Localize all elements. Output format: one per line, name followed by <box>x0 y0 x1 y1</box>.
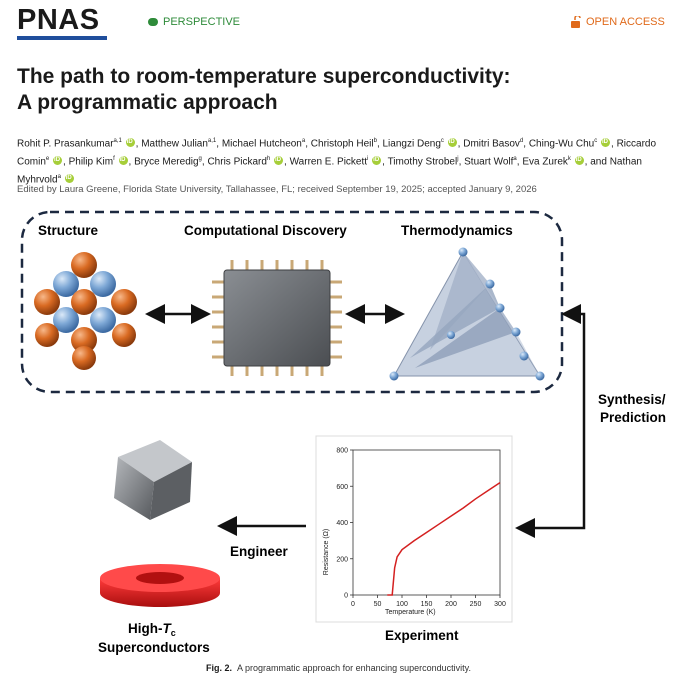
crystal-structure-icon <box>34 252 137 370</box>
label-high-tc: High-Tc <box>128 621 176 638</box>
chart-ylabel: Resistance (Ω) <box>323 529 330 575</box>
author-affiliation: a <box>513 155 517 162</box>
label-thermodynamics: Thermodynamics <box>401 223 513 238</box>
y-tick-label: 200 <box>336 556 348 563</box>
author-affiliation: g <box>198 155 202 162</box>
author-affiliation: h <box>266 155 271 162</box>
author-name[interactable]: Christoph Heil <box>310 138 374 150</box>
x-tick-label: 50 <box>374 601 382 608</box>
logo-underline <box>17 36 107 40</box>
author-name[interactable]: Riccardo Comin <box>17 138 657 168</box>
resistance-curve <box>387 482 501 596</box>
author-name[interactable]: Timothy Strobel <box>387 156 458 168</box>
figure-2: Structure Computational Discovery Thermo… <box>20 210 666 655</box>
label-prediction: Prediction <box>600 410 666 425</box>
caption-text: A programmatic approach for enhancing su… <box>237 663 471 673</box>
author-name[interactable]: Bryce Meredig <box>134 156 199 168</box>
open-access-badge[interactable]: OPEN ACCESS <box>570 16 665 28</box>
label-experiment: Experiment <box>385 628 459 643</box>
author-affiliation: b <box>373 138 377 144</box>
author-affiliation: c <box>440 138 444 144</box>
author-name[interactable]: Ching-Wu Chu <box>528 138 595 150</box>
orcid-icon[interactable] <box>574 156 584 166</box>
author-affiliation: a,1 <box>113 138 122 144</box>
open-lock-icon <box>571 16 581 28</box>
author-name[interactable]: Warren E. Pickett <box>289 156 368 168</box>
x-tick-label: 300 <box>494 601 506 608</box>
orcid-icon[interactable] <box>601 138 610 148</box>
author-affiliation: i <box>367 155 369 162</box>
label-superconductors: Superconductors <box>98 640 210 655</box>
article-title: The path to room-temperature superconduc… <box>17 64 667 116</box>
speech-bubble-icon <box>148 18 158 26</box>
orcid-icon[interactable] <box>274 156 284 166</box>
superconductor-disk-icon <box>100 564 220 607</box>
author-affiliation: a <box>57 173 61 180</box>
author-affiliation: j <box>457 155 459 162</box>
processor-chip-icon <box>212 260 342 376</box>
y-tick-label: 600 <box>336 484 348 491</box>
discovery-dashed-box <box>20 210 564 394</box>
caption-label: Fig. 2. <box>206 663 233 673</box>
cube-icon <box>114 440 192 520</box>
title-line-1: The path to room-temperature superconduc… <box>17 65 511 88</box>
chart-xlabel: Temperature (K) <box>385 609 436 616</box>
author-name[interactable]: Chris Pickard <box>207 156 267 168</box>
orcid-icon[interactable] <box>125 138 135 148</box>
author-name[interactable]: Philip Kim <box>68 156 114 168</box>
orcid-icon[interactable] <box>64 173 74 183</box>
author-name[interactable]: and Nathan Myhrvold <box>17 156 642 185</box>
y-tick-label: 400 <box>336 520 348 527</box>
x-tick-label: 0 <box>351 601 355 608</box>
author-name[interactable]: Rohit P. Prasankumar <box>17 138 114 150</box>
author-list: Rohit P. Prasankumara,1 , Matthew Julian… <box>17 134 682 187</box>
orcid-icon[interactable] <box>53 156 63 166</box>
label-computational-discovery: Computational Discovery <box>184 223 347 238</box>
synthesis-loop-arrow <box>515 304 586 538</box>
y-tick-label: 800 <box>336 448 348 455</box>
author-affiliation: c <box>594 138 598 144</box>
author-affiliation: e <box>45 155 50 162</box>
y-tick-label: 0 <box>344 593 348 600</box>
author-affiliation: a,1 <box>207 138 217 144</box>
author-affiliation: k <box>567 155 571 162</box>
author-name[interactable]: Liangzi Deng <box>382 138 441 150</box>
orcid-icon[interactable] <box>447 138 457 148</box>
label-synthesis: Synthesis/ <box>598 392 666 407</box>
journal-logo[interactable]: PNAS <box>17 4 100 36</box>
author-affiliation: a <box>301 138 306 144</box>
author-affiliation: f <box>113 155 115 162</box>
figure-caption: Fig. 2. A programmatic approach for enha… <box>206 663 471 673</box>
label-engineer: Engineer <box>230 544 289 559</box>
x-tick-label: 100 <box>396 601 408 608</box>
edited-by-line: Edited by Laura Greene, Florida State Un… <box>17 184 537 195</box>
phase-diagram-icon <box>389 247 545 381</box>
resistance-temperature-chart: Temperature (K) Resistance (Ω) 0 50 100 150… <box>315 435 513 623</box>
x-tick-label: 150 <box>421 601 433 608</box>
author-affiliation: d <box>519 138 524 144</box>
label-structure: Structure <box>38 223 99 238</box>
open-access-label: OPEN ACCESS <box>586 16 665 28</box>
orcid-icon[interactable] <box>118 156 128 166</box>
author-name[interactable]: Eva Zurek <box>522 156 568 168</box>
x-tick-label: 250 <box>470 601 482 608</box>
author-name[interactable]: Stuart Wolf <box>464 156 514 168</box>
x-tick-label: 200 <box>445 601 457 608</box>
title-line-2: A programmatic approach <box>17 91 278 114</box>
author-name[interactable]: Dmitri Basov <box>463 138 520 150</box>
orcid-icon[interactable] <box>372 156 382 166</box>
author-name[interactable]: Matthew Julian <box>141 138 208 150</box>
author-name[interactable]: Michael Hutcheon <box>221 138 302 150</box>
article-type-badge[interactable]: PERSPECTIVE <box>148 16 240 28</box>
article-type-label: PERSPECTIVE <box>163 16 241 28</box>
